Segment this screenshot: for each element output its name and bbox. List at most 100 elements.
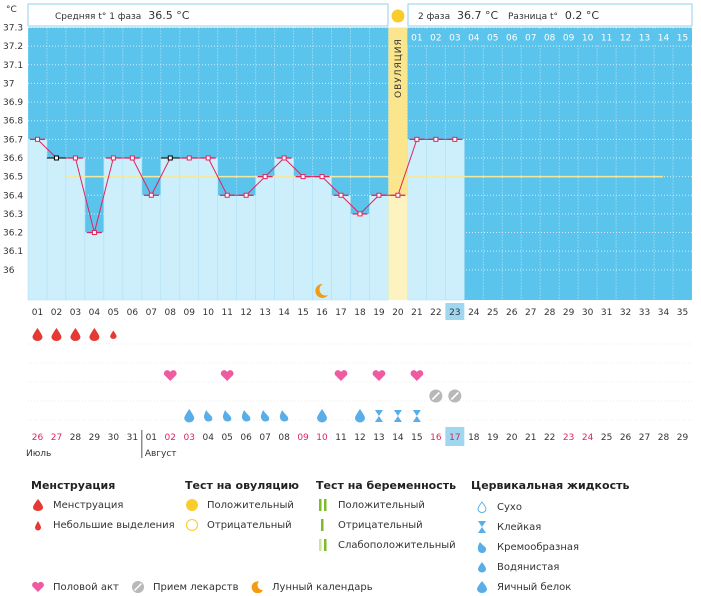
watery-drop-icon [279,410,289,422]
menstruation-drop-icon [89,328,100,341]
phase2-label: 2 фаза [418,12,450,22]
post-ovulation-day-label: 14 [658,34,670,44]
temp-bar [407,139,427,301]
calendar-date: 18 [468,433,480,443]
y-tick-label: 37.2 [3,42,23,52]
y-tick-label: 37.1 [3,61,23,71]
post-ovulation-day-label: 02 [430,34,441,44]
eggwhite-drop-icon [184,409,195,423]
x-day-label: 14 [278,308,290,318]
temp-bar [179,157,199,301]
ovulation-label: ОВУЛЯЦИЯ [394,38,404,98]
temp-marker [129,155,135,161]
x-day-label: 02 [51,308,62,318]
calendar-today-highlight [445,427,465,446]
calendar-date: 25 [601,433,612,443]
y-tick-label: 36.1 [3,247,23,257]
post-ovulation-day-label: 11 [601,34,612,44]
month-label: Июль [26,449,51,459]
unit-label: °C [6,5,17,15]
y-tick-label: 36.7 [3,135,23,145]
calendar-date: 15 [411,433,422,443]
y-tick-label: 37 [3,79,14,89]
x-day-label: 18 [354,308,366,318]
temp-marker [262,174,268,180]
temp-bar [426,139,446,301]
x-day-label: 21 [411,308,422,318]
menstruation-drop-icon [70,328,81,341]
calendar-date: 20 [506,433,518,443]
calendar-date: 02 [165,433,176,443]
x-day-label: 32 [620,308,631,318]
temp-bar [255,176,275,301]
post-ovulation-day-label: 03 [449,34,460,44]
temp-bar [141,195,162,301]
calendar-date: 07 [259,433,270,443]
x-day-label: 29 [563,308,575,318]
temp-marker [319,174,325,180]
temp-marker [357,211,363,217]
post-ovulation-day-label: 04 [468,34,480,44]
calendar-date: 31 [127,433,138,443]
x-day-label: 15 [297,308,308,318]
x-day-label: 24 [468,308,480,318]
temp-marker [395,192,401,198]
x-day-label: 22 [430,308,441,318]
x-day-label: 16 [316,308,328,318]
x-day-label: 19 [373,308,385,318]
temp-marker [53,155,59,161]
calendar-date: 11 [335,433,346,443]
temp-bar [198,157,218,301]
calendar-date: 26 [620,433,632,443]
x-day-label: 27 [525,308,536,318]
calendar-date: 29 [677,433,689,443]
diff-value: 0.2 °C [565,9,599,22]
month-label: Август [145,449,177,459]
calendar-date: 09 [297,433,309,443]
temp-bar [160,157,181,301]
svg-text:2 фаза 36.7 °C: 2 фаза 36.7 °C [418,9,498,22]
temp-marker [91,230,97,236]
x-day-label: 34 [658,308,670,318]
x-day-label: 35 [677,308,688,318]
x-day-label: 01 [32,308,43,318]
x-day-label: 03 [70,308,81,318]
post-ovulation-day-label: 13 [639,34,650,44]
sticky-icon [393,410,402,422]
x-day-label: 28 [544,308,556,318]
heart-icon [334,370,348,381]
temp-marker [110,155,116,161]
temp-bar [331,195,351,301]
phase2-value: 36.7 °C [457,9,498,22]
x-day-label: 10 [202,308,214,318]
plot-area: ОВУЛЯЦИЯ 01 02 03 04 05 06 07 08 09 10 11 12 13 14 15 37… [3,24,692,320]
temp-bar [312,176,332,301]
temp-bar [103,157,124,301]
calendar-date: 03 [184,433,195,443]
temp-bar [236,195,256,301]
today-highlight [445,303,465,320]
temp-marker [281,155,287,161]
x-day-label: 04 [89,308,101,318]
eggwhite-drop-icon [317,409,328,423]
ovulation-bar [388,195,408,300]
sticky-icon [412,410,421,422]
x-day-label: 23 [449,308,460,318]
temp-bar [65,157,86,301]
y-tick-label: 36.4 [3,191,23,201]
x-day-label: 05 [108,308,119,318]
calendar-date: 27 [51,433,62,443]
calendar-date: 19 [487,433,499,443]
heart-icon [410,370,424,381]
calendar-date: 08 [278,433,290,443]
temp-marker [300,174,306,180]
pill-stripe [450,391,459,401]
post-ovulation-day-label: 06 [506,34,518,44]
temp-marker [205,155,211,161]
chart-header: °C Средняя t° 1 фаза 36.5 °C 2 фаза 36.7… [6,3,693,27]
diff-label: Разница t° [508,12,558,22]
temp-marker [34,136,40,142]
y-tick-label: 36.3 [3,210,23,220]
y-tick-label: 37.3 [3,24,23,34]
menstruation-drop-icon [110,330,117,339]
